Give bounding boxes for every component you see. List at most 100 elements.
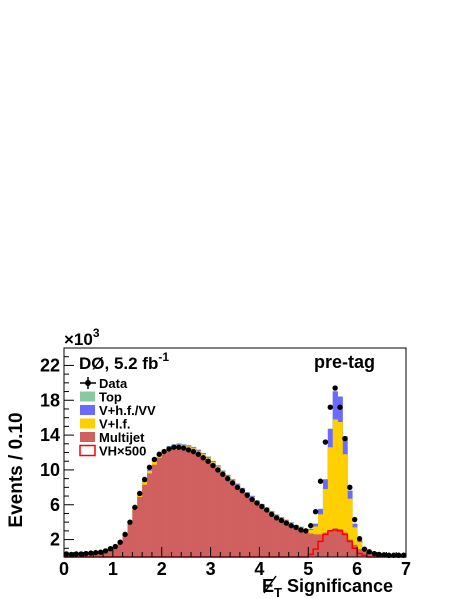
bar-multijet [166, 451, 172, 557]
bar-multijet [215, 470, 221, 557]
data-point [337, 404, 343, 410]
bar-multijet [327, 530, 334, 557]
data-point [156, 451, 162, 457]
data-point [317, 478, 324, 484]
experiment-label-sup: -1 [158, 350, 169, 364]
y-multiplier-exponent: 3 [93, 326, 100, 340]
bar-multijet [303, 531, 309, 557]
data-point [322, 439, 329, 445]
bar-multijet [147, 473, 153, 557]
bar-multijet [362, 551, 368, 557]
legend-swatch [80, 418, 95, 429]
bar-multijet [235, 488, 241, 557]
bar-vlf [347, 498, 353, 557]
bar-multijet [117, 542, 123, 557]
y-tick-label: 18 [40, 390, 60, 410]
data-point [288, 522, 294, 529]
bar-multijet [210, 466, 216, 557]
bar-vlf [322, 489, 329, 557]
bar-multijet [200, 458, 206, 557]
data-point [268, 511, 275, 518]
data-point [83, 550, 89, 557]
data-point [195, 451, 202, 457]
bar-multijet [205, 462, 211, 557]
data-point [327, 404, 333, 410]
bar-multijet [269, 514, 275, 557]
x-axis-label: ET Significance [262, 576, 393, 599]
data-point [97, 549, 104, 555]
data-point [200, 455, 206, 461]
legend-label: Top [99, 390, 122, 405]
bar-multijet [195, 455, 202, 557]
bar-vlf [337, 422, 343, 557]
bar-multijet [107, 550, 114, 557]
bar-multijet [313, 534, 319, 557]
data-point [63, 551, 70, 557]
data-point [107, 546, 114, 552]
data-point [332, 385, 338, 391]
axes: 0 1 2 3 4 5 6 7 2 6 10 14 18 22 [40, 347, 411, 579]
data-point [308, 522, 314, 529]
bar-multijet [259, 507, 265, 557]
data-point [342, 435, 348, 442]
bar-multijet [274, 517, 280, 557]
bar-multijet [322, 532, 329, 557]
data-point [249, 496, 255, 503]
y-tick-label: 22 [40, 355, 60, 375]
y-multiplier: ×103 [64, 326, 100, 349]
bar-multijet [264, 510, 270, 557]
legend-item-multijet: Multijet [80, 430, 145, 445]
data-point [283, 520, 289, 526]
stacked-histograms [64, 391, 407, 557]
y-tick-label: 6 [50, 495, 60, 515]
data-point [347, 484, 353, 491]
bar-multijet [112, 547, 119, 557]
data-point [132, 504, 138, 511]
legend-label: Data [99, 376, 128, 391]
legend-item-data: Data [80, 376, 128, 391]
y-tick-label: 2 [50, 530, 60, 550]
data-point [146, 464, 153, 471]
legend-label: VH×500 [99, 444, 146, 459]
selection-label: pre-tag [314, 352, 375, 372]
bar-multijet [283, 523, 290, 557]
x-tick-label: 0 [59, 559, 69, 579]
data-point [312, 509, 319, 515]
bar-multijet [181, 449, 187, 557]
data-point [278, 517, 285, 524]
bar-multijet [142, 484, 148, 557]
bar-vlf [332, 419, 338, 557]
bar-multijet [352, 544, 358, 557]
data-point [264, 507, 270, 513]
data-point [181, 445, 187, 451]
y-axis-label: Events / 0.10 [6, 412, 27, 527]
data-point [78, 551, 84, 557]
legend-swatch [80, 405, 95, 415]
data-point [161, 448, 167, 455]
data-points [63, 385, 407, 558]
bar-multijet [137, 496, 143, 557]
legend-swatch [80, 432, 95, 442]
data-point [366, 549, 373, 555]
data-point [205, 458, 211, 464]
y-tick-label: 14 [40, 425, 60, 445]
bar-multijet [239, 492, 246, 557]
data-point [239, 488, 246, 494]
data-point [117, 539, 123, 545]
data-point [171, 444, 177, 450]
experiment-label: DØ, 5.2 fb-1 [79, 350, 169, 373]
legend-item-signal: VH×500 [79, 444, 146, 459]
y-tick-label: 10 [40, 460, 60, 480]
x-tick-label: 7 [401, 559, 411, 579]
bar-multijet [347, 539, 353, 557]
data-point [215, 467, 221, 473]
bar-multijet [225, 479, 231, 557]
data-point [356, 536, 363, 542]
data-point [352, 516, 358, 523]
legend-item-vlf: V+l.f. [80, 417, 130, 432]
data-point [376, 551, 382, 558]
data-point [371, 550, 377, 557]
legend-item-top: Top [80, 390, 122, 405]
x-tick-label: 5 [303, 559, 313, 579]
